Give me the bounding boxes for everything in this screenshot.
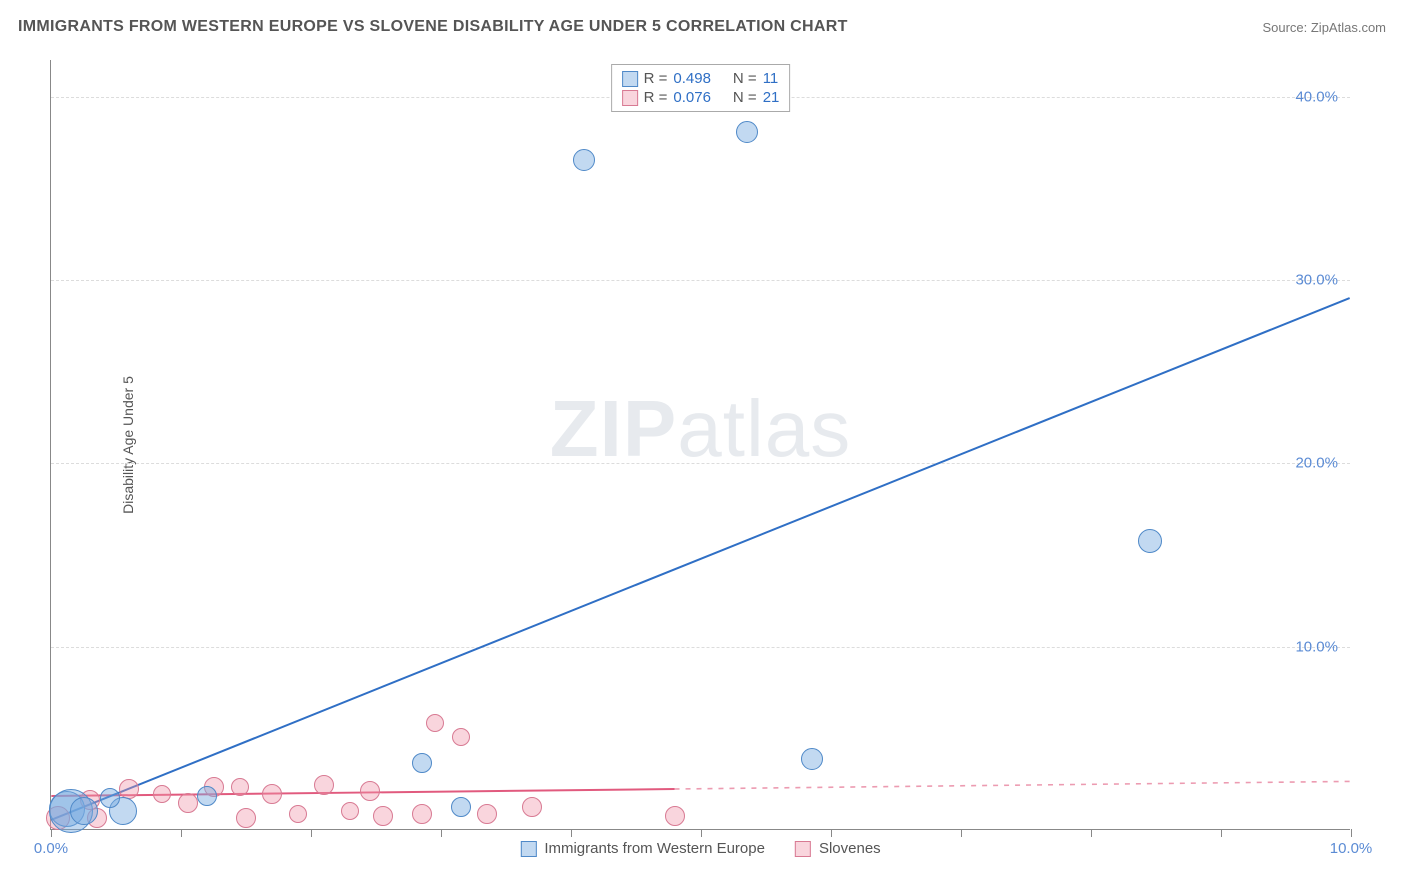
y-axis-label: Disability Age Under 5 xyxy=(120,376,136,514)
data-point-pink xyxy=(231,778,249,796)
data-point-pink xyxy=(452,728,470,746)
legend-series: Immigrants from Western Europe Slovenes xyxy=(520,840,880,857)
data-point-pink xyxy=(153,785,171,803)
trend-line xyxy=(51,298,1349,820)
x-tick xyxy=(1351,829,1352,837)
swatch-blue-icon xyxy=(520,841,536,857)
data-point-pink xyxy=(522,797,542,817)
swatch-blue-icon xyxy=(622,71,638,87)
swatch-pink-icon xyxy=(622,90,638,106)
x-tick xyxy=(831,829,832,837)
data-point-pink xyxy=(360,781,380,801)
x-tick xyxy=(441,829,442,837)
x-tick-label: 0.0% xyxy=(34,840,68,857)
data-point-pink xyxy=(665,806,685,826)
data-point-pink xyxy=(341,802,359,820)
data-point-blue xyxy=(451,797,471,817)
legend-stats-row-pink: R = 0.076 N = 21 xyxy=(622,88,780,107)
data-point-blue xyxy=(736,121,758,143)
data-point-pink xyxy=(373,806,393,826)
data-point-pink xyxy=(178,793,198,813)
data-point-blue xyxy=(412,753,432,773)
y-tick-label: 20.0% xyxy=(1295,455,1338,472)
chart-title: IMMIGRANTS FROM WESTERN EUROPE VS SLOVEN… xyxy=(18,18,848,36)
x-tick-label: 10.0% xyxy=(1330,840,1373,857)
n-label: N = xyxy=(733,89,757,106)
watermark: ZIPatlas xyxy=(550,383,851,475)
r-value-pink: 0.076 xyxy=(673,89,711,106)
watermark-bold: ZIP xyxy=(550,384,677,473)
data-point-pink xyxy=(289,805,307,823)
data-point-blue xyxy=(573,149,595,171)
grid-line xyxy=(51,280,1350,281)
watermark-light: atlas xyxy=(677,384,851,473)
data-point-pink xyxy=(236,808,256,828)
data-point-pink xyxy=(119,779,139,799)
n-value-pink: 21 xyxy=(763,89,780,106)
r-value-blue: 0.498 xyxy=(673,70,711,87)
data-point-pink xyxy=(412,804,432,824)
grid-line xyxy=(51,647,1350,648)
data-point-pink xyxy=(477,804,497,824)
n-label: N = xyxy=(733,70,757,87)
data-point-blue xyxy=(801,748,823,770)
series-label-pink: Slovenes xyxy=(819,840,881,857)
data-point-blue xyxy=(100,788,120,808)
x-tick xyxy=(571,829,572,837)
y-tick-label: 30.0% xyxy=(1295,272,1338,289)
data-point-blue xyxy=(197,786,217,806)
x-tick xyxy=(1221,829,1222,837)
grid-line xyxy=(51,463,1350,464)
legend-item-pink: Slovenes xyxy=(795,840,881,857)
n-value-blue: 11 xyxy=(763,70,779,87)
y-tick-label: 10.0% xyxy=(1295,638,1338,655)
y-tick-label: 40.0% xyxy=(1295,88,1338,105)
data-point-pink xyxy=(262,784,282,804)
swatch-pink-icon xyxy=(795,841,811,857)
x-tick xyxy=(311,829,312,837)
svg-layer xyxy=(51,60,1350,829)
legend-stats-box: R = 0.498 N = 11 R = 0.076 N = 21 xyxy=(611,64,791,112)
x-tick xyxy=(181,829,182,837)
trend-line-dashed xyxy=(675,781,1350,789)
x-tick xyxy=(961,829,962,837)
series-label-blue: Immigrants from Western Europe xyxy=(544,840,765,857)
x-tick xyxy=(701,829,702,837)
data-point-pink xyxy=(426,714,444,732)
plot-area: Disability Age Under 5 ZIPatlas 10.0% 20.… xyxy=(50,60,1350,830)
legend-item-blue: Immigrants from Western Europe xyxy=(520,840,765,857)
r-label: R = xyxy=(644,70,668,87)
source-attribution: Source: ZipAtlas.com xyxy=(1262,20,1386,35)
data-point-blue xyxy=(70,797,98,825)
data-point-pink xyxy=(314,775,334,795)
data-point-blue xyxy=(1138,529,1162,553)
r-label: R = xyxy=(644,89,668,106)
x-tick xyxy=(1091,829,1092,837)
legend-stats-row-blue: R = 0.498 N = 11 xyxy=(622,69,780,88)
x-tick xyxy=(51,829,52,837)
